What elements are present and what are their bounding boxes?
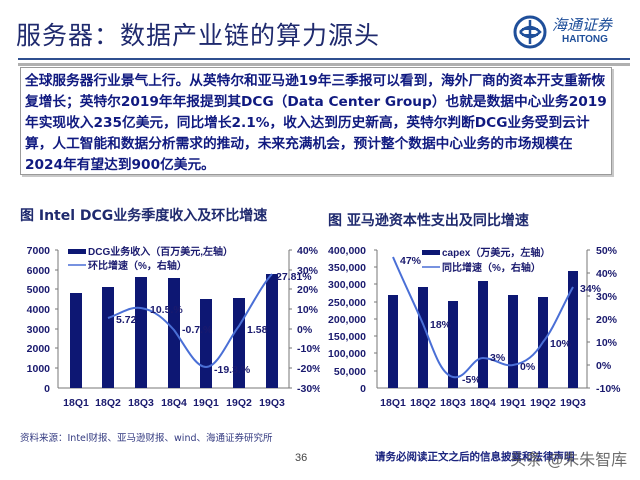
summary-box: 全球服务器行业景气上行。从英特尔和亚马逊19年三季报可以看到，海外厂商的资本开支… <box>20 67 612 175</box>
left-tick: 0 <box>44 383 50 395</box>
legend-bar-swatch <box>68 249 86 254</box>
right-tick: -30% <box>297 383 320 395</box>
data-label: 3% <box>490 352 506 364</box>
data-label: -19.3.% <box>214 364 251 376</box>
right-tick: 20% <box>297 284 319 296</box>
category-label: 18Q1 <box>63 397 89 409</box>
capex-bars <box>388 271 578 388</box>
source-note: 资料来源：Intel财报、亚马逊财报、wind、海通证券研究所 <box>20 433 273 444</box>
data-label: 34% <box>580 283 602 295</box>
category-label: 18Q1 <box>380 397 406 409</box>
left-tick: 350,000 <box>328 262 366 274</box>
data-label: 1.58 <box>247 324 268 336</box>
category-label: 18Q4 <box>470 397 496 409</box>
left-tick: 100,000 <box>328 348 366 360</box>
data-label: 27.81% <box>276 271 312 283</box>
legend-line-label: 环比增速（%，右轴） <box>88 259 187 272</box>
left-tick: 1000 <box>27 363 51 375</box>
right-tick: 0% <box>596 360 612 372</box>
category-label: 19Q3 <box>560 397 586 409</box>
right-tick: 10% <box>596 337 618 349</box>
data-label: -5% <box>462 374 481 386</box>
left-tick: 6000 <box>27 265 51 277</box>
right-tick: 30% <box>596 291 618 303</box>
left-tick: 7000 <box>27 245 51 257</box>
left-tick: 250,000 <box>328 297 366 309</box>
left-tick: 2000 <box>27 343 51 355</box>
right-tick: 40% <box>596 268 618 280</box>
category-label: 18Q3 <box>440 397 466 409</box>
page-title: 服务器：数据产业链的算力源头 <box>16 21 381 50</box>
category-label: 19Q2 <box>226 397 252 409</box>
data-label: 18% <box>430 319 452 331</box>
data-label: 0% <box>520 361 536 373</box>
category-label: 18Q2 <box>410 397 436 409</box>
category-label: 19Q2 <box>530 397 556 409</box>
category-label: 18Q3 <box>128 397 154 409</box>
category-label: 19Q1 <box>193 397 219 409</box>
disclaimer: 请务必阅读正文之后的信息披露和法律声明 <box>375 451 575 463</box>
left-axis-ticks <box>55 249 58 369</box>
right-tick: 0% <box>297 324 313 336</box>
right-tick: 10% <box>297 304 319 316</box>
intel-dcg-chart: 0 1000 2000 3000 4000 5000 6000 7000 -30… <box>27 245 320 409</box>
logo-text-cn: 海通证券 <box>552 16 613 34</box>
right-tick: -10% <box>297 343 320 355</box>
category-label: 18Q4 <box>161 397 187 409</box>
amazon-capex-chart: 0 50,000 100,000 150,000 200,000 250,000… <box>328 245 621 409</box>
data-label: 5.72 <box>116 314 137 326</box>
left-tick: 400,000 <box>328 245 366 257</box>
left-tick: 200,000 <box>328 314 366 326</box>
header-divider <box>18 58 630 60</box>
category-label: 19Q1 <box>500 397 526 409</box>
legend-bar-label: DCG业务收入（百万美元,左轴） <box>88 245 233 258</box>
left-chart-title: 图 Intel DCG业务季度收入及环比增速 <box>20 208 268 224</box>
data-label: -0.7.% <box>182 324 213 336</box>
haitong-logo-icon <box>513 15 547 49</box>
revenue-bars <box>70 274 278 388</box>
left-tick: 4000 <box>27 304 51 316</box>
logo-text-en: HAITONG <box>562 34 608 45</box>
data-label: 47% <box>400 255 422 267</box>
left-tick: 300,000 <box>328 279 366 291</box>
watermark: 头条 @朱朱智库 <box>510 450 628 469</box>
data-label: 10.5.% <box>150 304 183 316</box>
right-tick: -20% <box>297 363 320 375</box>
growth-line <box>107 273 273 369</box>
right-tick: 40% <box>297 245 319 257</box>
left-tick: 150,000 <box>328 331 366 343</box>
left-tick: 50,000 <box>334 366 366 378</box>
left-tick: 5000 <box>27 284 51 296</box>
page-number: 36 <box>295 452 308 464</box>
category-label: 19Q3 <box>259 397 285 409</box>
right-tick: 50% <box>596 245 618 257</box>
left-tick: 0 <box>360 383 366 395</box>
growth-line <box>392 256 574 379</box>
legend-line-label: 同比增速（%，右轴） <box>442 261 541 274</box>
left-tick: 3000 <box>27 324 51 336</box>
legend-bar-label: capex（万美元，左轴） <box>442 246 550 259</box>
legend-bar-swatch <box>422 250 440 255</box>
right-tick: 30% <box>297 265 319 277</box>
data-label: 10% <box>550 338 572 350</box>
right-chart-title: 图 亚马逊资本性支出及同比增速 <box>328 213 529 229</box>
right-tick: 20% <box>596 314 618 326</box>
category-label: 18Q2 <box>95 397 121 409</box>
header-divider-shadow <box>18 63 630 66</box>
right-tick: -10% <box>596 383 621 395</box>
